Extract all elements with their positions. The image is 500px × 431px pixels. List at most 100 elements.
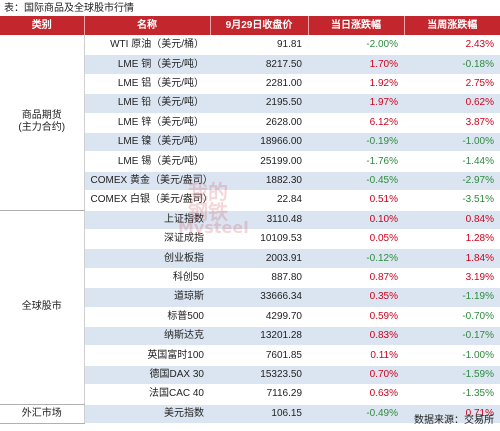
instrument-name: 创业板指	[84, 248, 210, 269]
instrument-name: 深证成指	[84, 229, 210, 250]
week-change: -3.51%	[404, 190, 500, 211]
close-price: 15323.50	[210, 365, 308, 386]
close-price: 2628.00	[210, 113, 308, 133]
day-change: 6.12%	[308, 113, 404, 133]
table-row: LME 铅（美元/吨） 2195.50 1.97% 0.62%	[0, 93, 500, 114]
week-change: -0.70%	[404, 307, 500, 328]
category-cell: 全球股市	[0, 210, 85, 405]
instrument-name: LME 铅（美元/吨）	[84, 93, 210, 114]
week-change: -1.59%	[404, 365, 500, 386]
week-change: -2.97%	[404, 171, 500, 192]
day-change: 0.35%	[308, 287, 404, 308]
day-change: -0.12%	[308, 248, 404, 269]
close-price: 2195.50	[210, 93, 308, 114]
close-price: 33666.34	[210, 287, 308, 308]
table-row: 全球股市 上证指数 3110.48 0.10% 0.84%	[0, 210, 500, 405]
data-source-note: 数据来源：交易所	[414, 415, 494, 426]
table-row: 深证成指 10109.53 0.05% 1.28%	[0, 229, 500, 250]
instrument-name: 科创50	[84, 268, 210, 289]
close-price: 2281.00	[210, 74, 308, 95]
instrument-name: LME 锌（美元/吨）	[84, 113, 210, 133]
close-price: 8217.50	[210, 54, 308, 75]
day-change: -0.49%	[308, 404, 404, 425]
close-price: 4299.70	[210, 307, 308, 328]
day-change: 1.92%	[308, 74, 404, 95]
close-price: 7601.85	[210, 345, 308, 366]
week-change: 1.28%	[404, 229, 500, 250]
table-body: 商品期货 (主力合约) WTI 原油（美元/桶） 91.81 -2.00% 2.43% L…	[0, 35, 500, 425]
day-change: -0.45%	[308, 171, 404, 192]
day-change: 0.51%	[308, 190, 404, 211]
day-change: -0.19%	[308, 132, 404, 153]
category-cell: 外汇市场	[0, 404, 85, 425]
header-week-change: 当周涨跌幅	[404, 16, 500, 36]
close-price: 10109.53	[210, 229, 308, 250]
close-price: 2003.91	[210, 248, 308, 269]
day-change: 0.10%	[308, 210, 404, 230]
week-change: -1.19%	[404, 287, 500, 308]
instrument-name: LME 铝（美元/吨）	[84, 74, 210, 95]
table-row: COMEX 黄金（美元/盎司） 1882.30 -0.45% -2.97%	[0, 171, 500, 192]
instrument-name: LME 铜（美元/吨）	[84, 54, 210, 75]
instrument-name: 德国DAX 30	[84, 365, 210, 386]
week-change: -1.00%	[404, 132, 500, 153]
instrument-name: 纳斯达克	[84, 326, 210, 347]
instrument-name: LME 锡（美元/吨）	[84, 151, 210, 172]
table-row: 道琼斯 33666.34 0.35% -1.19%	[0, 287, 500, 308]
table-row: LME 镍（美元/吨） 18966.00 -0.19% -1.00%	[0, 132, 500, 153]
header-close: 9月29日收盘价	[210, 16, 309, 36]
header-name: 名称	[84, 16, 211, 36]
close-price: 13201.28	[210, 326, 308, 347]
instrument-name: 上证指数	[84, 210, 210, 230]
day-change: 0.83%	[308, 326, 404, 347]
day-change: 1.70%	[308, 54, 404, 75]
instrument-name: WTI 原油（美元/桶）	[84, 35, 210, 56]
week-change: -1.35%	[404, 384, 500, 405]
week-change: 1.84%	[404, 248, 500, 269]
table-row: LME 锡（美元/吨） 25199.00 -1.76% -1.44%	[0, 151, 500, 172]
week-change: 2.75%	[404, 74, 500, 95]
close-price: 22.84	[210, 190, 308, 211]
day-change: 0.87%	[308, 268, 404, 289]
day-change: 1.97%	[308, 93, 404, 114]
table-caption: 表：国际商品及全球股市行情	[4, 3, 134, 14]
table-row: 创业板指 2003.91 -0.12% 1.84%	[0, 248, 500, 269]
week-change: 0.71%	[404, 404, 500, 425]
week-change: -0.18%	[404, 54, 500, 75]
instrument-name: LME 镍（美元/吨）	[84, 132, 210, 153]
close-price: 25199.00	[210, 151, 308, 172]
week-change: -1.00%	[404, 345, 500, 366]
day-change: -1.76%	[308, 151, 404, 172]
close-price: 7116.29	[210, 384, 308, 405]
table-row: LME 铝（美元/吨） 2281.00 1.92% 2.75%	[0, 74, 500, 95]
table-row: 德国DAX 30 15323.50 0.70% -1.59%	[0, 365, 500, 386]
close-price: 18966.00	[210, 132, 308, 153]
week-change: -1.44%	[404, 151, 500, 172]
market-table: 类别 名称 9月29日收盘价 当日涨跌幅 当周涨跌幅 商品期货 (主力合约) WT…	[0, 16, 500, 425]
week-change: -0.17%	[404, 326, 500, 347]
table-row: LME 锌（美元/吨） 2628.00 6.12% 3.87%	[0, 113, 500, 133]
instrument-name: 英国富时100	[84, 345, 210, 366]
day-change: -2.00%	[308, 35, 404, 56]
header-day-change: 当日涨跌幅	[308, 16, 405, 36]
table-row: 标普500 4299.70 0.59% -0.70%	[0, 307, 500, 328]
day-change: 0.11%	[308, 345, 404, 366]
week-change: 3.19%	[404, 268, 500, 289]
week-change: 0.62%	[404, 93, 500, 114]
day-change: 0.70%	[308, 365, 404, 386]
week-change: 2.43%	[404, 35, 500, 56]
close-price: 887.80	[210, 268, 308, 289]
table-row: 法国CAC 40 7116.29 0.63% -1.35%	[0, 384, 500, 405]
day-change: 0.05%	[308, 229, 404, 250]
table-row: 商品期货 (主力合约) WTI 原油（美元/桶） 91.81 -2.00% 2.43%	[0, 35, 500, 211]
instrument-name: 道琼斯	[84, 287, 210, 308]
instrument-name: 标普500	[84, 307, 210, 328]
table-row: 纳斯达克 13201.28 0.83% -0.17%	[0, 326, 500, 347]
instrument-name: COMEX 白银（美元/盎司）	[84, 190, 210, 211]
table-row: LME 铜（美元/吨） 8217.50 1.70% -0.18%	[0, 54, 500, 75]
close-price: 106.15	[210, 404, 308, 425]
day-change: 0.59%	[308, 307, 404, 328]
table-row: COMEX 白银（美元/盎司） 22.84 0.51% -3.51%	[0, 190, 500, 211]
table-row: 英国富时100 7601.85 0.11% -1.00%	[0, 345, 500, 366]
close-price: 1882.30	[210, 171, 308, 192]
